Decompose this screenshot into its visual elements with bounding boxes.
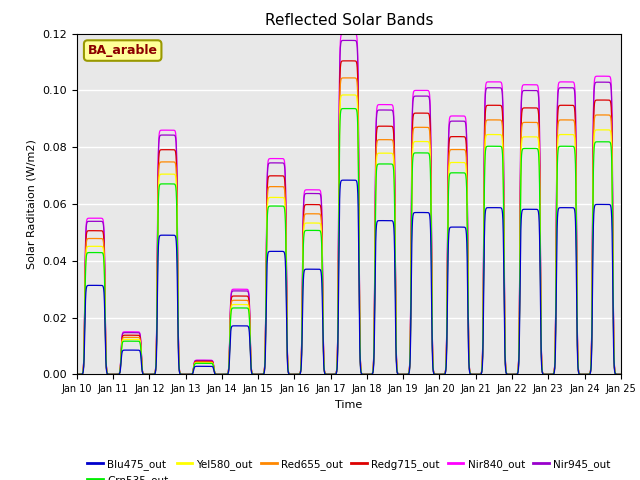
Blu475_out (607, 202, 614, 208)
Yel580_out (345, 92, 353, 98)
Y-axis label: Solar Raditaion (W/m2): Solar Raditaion (W/m2) (27, 139, 36, 269)
Yel580_out (305, 220, 313, 226)
Red655_out (617, 372, 625, 377)
Nir840_out (345, 31, 353, 36)
Blu475_out (305, 266, 313, 272)
Blu475_out (135, 348, 143, 353)
Nir840_out (305, 187, 313, 192)
Red655_out (548, 372, 556, 377)
Red655_out (345, 75, 353, 81)
Yel580_out (135, 337, 143, 343)
Yel580_out (617, 372, 625, 377)
Nir840_out (617, 372, 625, 377)
Line: Redg715_out: Redg715_out (77, 61, 621, 374)
Yel580_out (548, 372, 556, 377)
Yel580_out (607, 128, 614, 133)
Nir840_out (607, 74, 614, 80)
Grn535_out (167, 181, 175, 187)
Nir945_out (607, 80, 614, 86)
Blu475_out (345, 177, 353, 183)
Nir840_out (167, 127, 175, 133)
Yel580_out (73, 372, 81, 377)
Redg715_out (607, 98, 614, 104)
Yel580_out (167, 171, 175, 177)
Title: Reflected Solar Bands: Reflected Solar Bands (264, 13, 433, 28)
Blu475_out (617, 372, 625, 377)
Redg715_out (345, 58, 353, 64)
Nir945_out (617, 372, 625, 377)
Red655_out (135, 335, 143, 340)
Red655_out (73, 372, 81, 377)
Nir945_out (305, 191, 313, 196)
Red655_out (282, 202, 289, 207)
Nir840_out (282, 176, 289, 182)
Line: Nir840_out: Nir840_out (77, 34, 621, 374)
Blu475_out (73, 372, 81, 377)
Legend: Blu475_out, Grn535_out, Yel580_out, Red655_out, Redg715_out, Nir840_out, Nir945_: Blu475_out, Grn535_out, Yel580_out, Red6… (83, 455, 614, 480)
Grn535_out (617, 372, 625, 377)
Redg715_out (135, 333, 143, 338)
Nir840_out (135, 329, 143, 335)
Text: BA_arable: BA_arable (88, 44, 157, 57)
Nir945_out (73, 372, 81, 377)
Nir945_out (548, 372, 556, 377)
Grn535_out (73, 372, 81, 377)
Redg715_out (167, 147, 175, 153)
Grn535_out (548, 372, 556, 377)
Grn535_out (135, 338, 143, 344)
Blu475_out (282, 260, 289, 266)
Grn535_out (607, 140, 614, 145)
Blu475_out (548, 372, 556, 377)
Nir840_out (73, 372, 81, 377)
Redg715_out (73, 372, 81, 377)
Line: Nir945_out: Nir945_out (77, 40, 621, 374)
Nir945_out (345, 37, 353, 43)
Yel580_out (282, 212, 289, 217)
Nir945_out (167, 132, 175, 138)
Red655_out (607, 113, 614, 119)
Line: Yel580_out: Yel580_out (77, 95, 621, 374)
Nir945_out (282, 180, 289, 186)
Nir945_out (135, 330, 143, 336)
Nir840_out (548, 372, 556, 377)
Redg715_out (305, 202, 313, 207)
Line: Grn535_out: Grn535_out (77, 108, 621, 374)
Redg715_out (617, 372, 625, 377)
Redg715_out (548, 372, 556, 377)
Red655_out (305, 211, 313, 216)
Grn535_out (282, 219, 289, 225)
Red655_out (167, 159, 175, 165)
Line: Blu475_out: Blu475_out (77, 180, 621, 374)
Blu475_out (167, 232, 175, 238)
X-axis label: Time: Time (335, 400, 362, 409)
Line: Red655_out: Red655_out (77, 78, 621, 374)
Redg715_out (282, 192, 289, 198)
Grn535_out (305, 228, 313, 233)
Grn535_out (345, 106, 353, 111)
